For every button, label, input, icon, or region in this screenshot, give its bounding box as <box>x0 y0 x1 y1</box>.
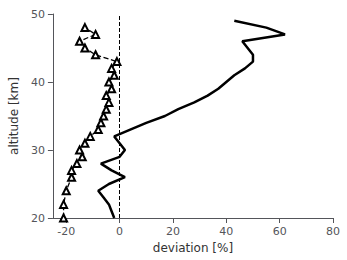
svg-text:20: 20 <box>31 212 45 225</box>
svg-text:40: 40 <box>219 225 233 238</box>
svg-text:0: 0 <box>116 225 123 238</box>
svg-text:80: 80 <box>326 225 340 238</box>
svg-text:50: 50 <box>31 8 45 21</box>
svg-text:30: 30 <box>31 144 45 157</box>
svg-text:20: 20 <box>166 225 180 238</box>
svg-text:altitude [km]: altitude [km] <box>7 77 21 155</box>
svg-text:60: 60 <box>273 225 287 238</box>
svg-text:-20: -20 <box>57 225 75 238</box>
svg-text:deviation [%]: deviation [%] <box>153 241 233 255</box>
svg-text:40: 40 <box>31 76 45 89</box>
